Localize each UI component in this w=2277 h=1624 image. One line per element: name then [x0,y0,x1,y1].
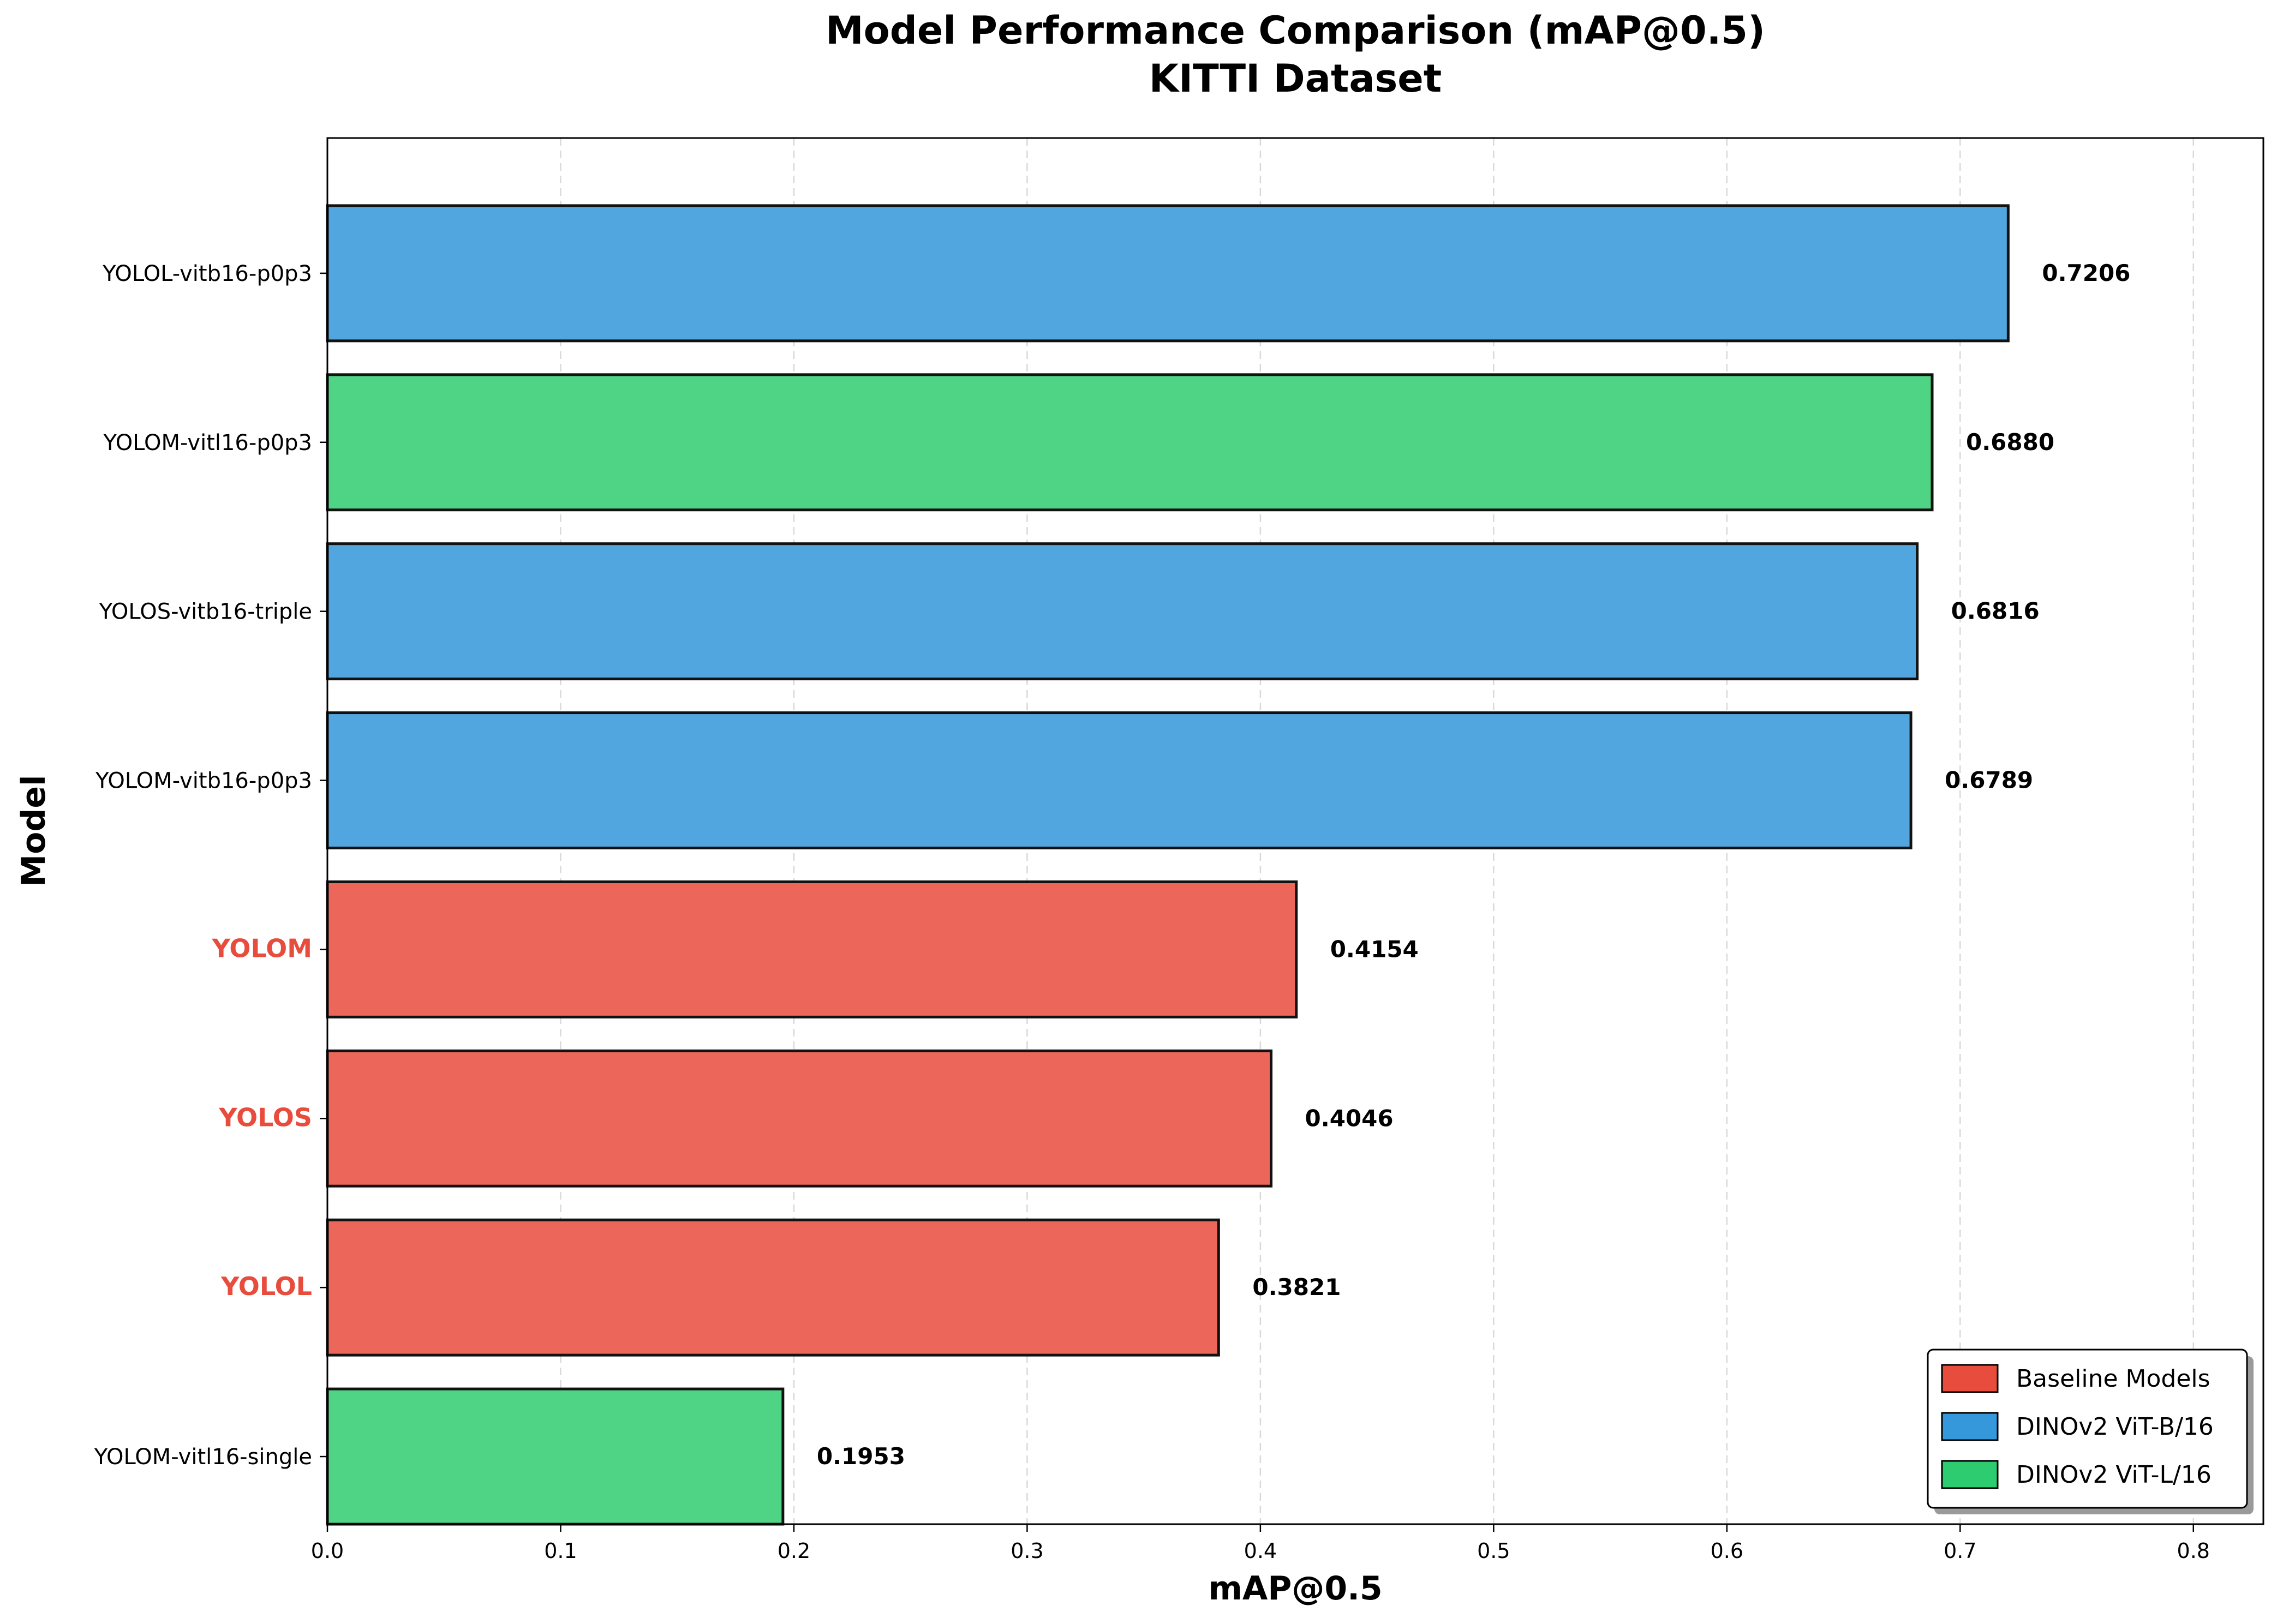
bar [326,1218,1220,1357]
legend-label: DINOv2 ViT-B/16 [2016,1413,2214,1441]
y-tick-label: YOLOM-vitl16-single [94,1445,312,1470]
bar [326,1387,785,1526]
y-tick-label: YOLOS-vitb16-triple [99,600,312,625]
bar-value-label: 0.3821 [1252,1274,1341,1301]
legend-label: Baseline Models [2016,1365,2210,1393]
y-tick-label: YOLOM-vitl16-p0p3 [103,430,312,456]
bar [326,1049,1273,1188]
y-axis-label: Model [15,775,53,886]
x-tick-label: 0.0 [311,1539,344,1563]
bar-value-label: 0.7206 [2042,260,2130,286]
bar [326,542,1919,681]
x-tick-label: 0.4 [1244,1539,1277,1563]
bar-value-label: 0.6816 [1951,598,2040,625]
y-tick-label: YOLOM [212,933,312,963]
y-tick-label: YOLOL [220,1272,312,1301]
x-tick-label: 0.1 [544,1539,577,1563]
bar [326,880,1298,1018]
x-tick-label: 0.7 [1944,1539,1976,1563]
x-tick-label: 0.2 [778,1539,810,1563]
x-axis-label: mAP@0.5 [1208,1569,1382,1608]
bar-value-label: 0.4046 [1305,1105,1394,1131]
bar-value-label: 0.6880 [1966,429,2054,456]
x-tick-label: 0.3 [1011,1539,1043,1563]
chart-subtitle: KITTI Dataset [1149,56,1442,101]
bar-value-label: 0.4154 [1330,936,1419,962]
y-tick-label: YOLOL-vitb16-p0p3 [102,261,312,286]
x-tick-label: 0.5 [1477,1539,1510,1563]
bar-value-label: 0.6789 [1945,767,2033,794]
legend-label: DINOv2 ViT-L/16 [2016,1461,2212,1489]
legend-box [1927,1349,2248,1509]
bar-value-label: 0.1953 [817,1443,905,1470]
x-tick-label: 0.8 [2177,1539,2210,1563]
chart-title: Model Performance Comparison (mAP@0.5) [826,8,1765,53]
bar [326,204,2010,343]
plot-frame [326,137,2264,1525]
y-tick-label: YOLOS [218,1102,312,1132]
legend-swatch [1941,1364,1999,1393]
legend-swatch [1941,1412,1999,1441]
bar [326,711,1913,849]
y-tick-label: YOLOM-vitb16-p0p3 [95,769,312,794]
x-tick-label: 0.6 [1711,1539,1743,1563]
bar [326,373,1934,512]
legend-swatch [1941,1460,1999,1489]
